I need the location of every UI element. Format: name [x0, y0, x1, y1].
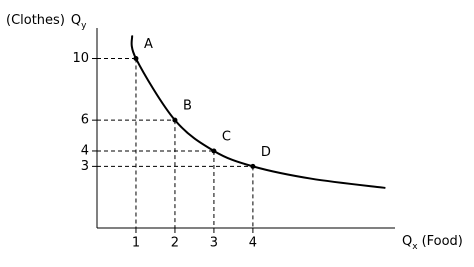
y-tick-label: 3: [81, 159, 89, 174]
x-tick-label: 4: [249, 236, 257, 251]
indifference-curve: [130, 35, 386, 189]
point: [172, 117, 178, 123]
x-axis-label: Qx (Food): [402, 234, 463, 252]
x-label: Q: [402, 234, 412, 249]
point-label: A: [144, 37, 153, 52]
x-label-suffix: (Food): [422, 234, 463, 249]
point-label: B: [183, 99, 192, 114]
x-label-sub: x: [412, 242, 418, 252]
y-label-sub: y: [81, 21, 87, 31]
y-label: Q: [71, 13, 81, 28]
x-tick-label: 3: [210, 236, 218, 251]
y-axis-label: (Clothes) Qy: [6, 13, 87, 31]
x-tick-label: 2: [171, 236, 179, 251]
y-tick-label: 6: [81, 113, 89, 128]
point-label: D: [261, 145, 271, 160]
y-tick-label: 10: [72, 51, 89, 66]
point: [250, 163, 256, 169]
y-tick-label: 4: [81, 143, 89, 158]
point-label: C: [222, 129, 231, 144]
x-tick-label: 1: [132, 236, 140, 251]
point: [133, 56, 139, 62]
point: [211, 148, 217, 154]
y-label-prefix: (Clothes): [6, 13, 65, 28]
